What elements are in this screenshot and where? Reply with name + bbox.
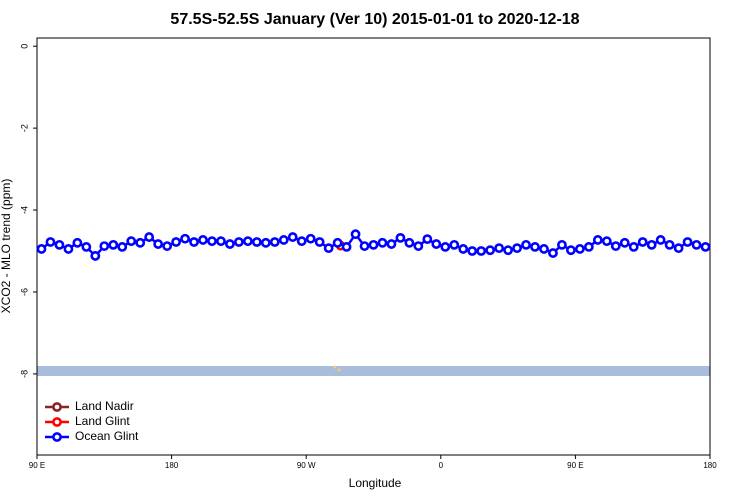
- data-point: [413, 241, 424, 251]
- data-point: [180, 233, 190, 244]
- y-tick-label: 0: [19, 44, 29, 49]
- data-point: [574, 244, 585, 254]
- legend-swatch-point: [52, 432, 62, 442]
- data-point: [583, 242, 594, 252]
- y-axis-title: XCO2 - MLO trend (ppm): [0, 179, 13, 314]
- data-point: [126, 236, 137, 247]
- data-point: [637, 237, 648, 247]
- data-point: [216, 236, 226, 247]
- data-point: [225, 239, 235, 249]
- data-point: [655, 235, 666, 245]
- x-tick-label: 90 W: [297, 461, 316, 470]
- data-point: [503, 245, 513, 256]
- y-tick-label: -6: [19, 288, 29, 296]
- data-point: [548, 248, 558, 258]
- data-point: [54, 239, 65, 250]
- data-point: [45, 237, 56, 247]
- data-point: [341, 242, 352, 252]
- data-point: [521, 239, 531, 250]
- data-point: [72, 237, 83, 248]
- data-point: [673, 243, 684, 254]
- data-point: [260, 237, 271, 248]
- data-point: [332, 237, 343, 248]
- data-point: [431, 239, 442, 249]
- data-point: [566, 245, 576, 256]
- data-point: [153, 239, 164, 249]
- data-point: [207, 236, 217, 247]
- data-point: [323, 243, 334, 254]
- data-point: [440, 242, 451, 252]
- data-point: [296, 236, 307, 247]
- land-speck: [337, 368, 341, 372]
- x-axis-title: Longitude: [349, 476, 402, 490]
- data-point: [467, 246, 478, 256]
- legend-swatch-point: [52, 417, 62, 427]
- data-point: [557, 239, 567, 250]
- data-point: [108, 239, 119, 250]
- data-point: [386, 239, 397, 249]
- data-point: [682, 237, 693, 247]
- x-tick-label: 180: [703, 461, 717, 470]
- data-point: [628, 242, 639, 252]
- data-point: [530, 242, 540, 252]
- data-point: [162, 241, 173, 251]
- data-point: [90, 251, 101, 261]
- data-point: [691, 239, 702, 250]
- data-point: [422, 234, 433, 245]
- data-point: [189, 237, 199, 247]
- data-point: [601, 236, 612, 247]
- data-point: [395, 232, 406, 243]
- data-point: [359, 241, 370, 251]
- data-point: [287, 232, 298, 242]
- data-point: [117, 242, 128, 252]
- data-point: [485, 245, 496, 256]
- data-point: [251, 237, 262, 247]
- land-mask-strip: [37, 366, 710, 376]
- data-point: [476, 246, 487, 256]
- legend-label: Ocean Glint: [75, 429, 139, 443]
- data-point: [350, 229, 361, 240]
- chart-title: 57.5S-52.5S January (Ver 10) 2015-01-01 …: [170, 11, 579, 28]
- data-point: [305, 233, 316, 244]
- data-point: [81, 242, 92, 252]
- data-point: [449, 239, 460, 250]
- data-point: [664, 239, 675, 250]
- data-point: [63, 244, 74, 254]
- data-point: [242, 236, 253, 247]
- data-point: [278, 235, 289, 245]
- y-tick-label: -4: [19, 206, 29, 214]
- data-point: [610, 241, 621, 251]
- data-point: [539, 244, 549, 254]
- data-point: [233, 237, 244, 247]
- y-tick-label: -8: [19, 370, 29, 378]
- data-point: [377, 237, 388, 248]
- data-point: [458, 244, 469, 254]
- data-point: [592, 235, 603, 245]
- x-tick-label: 90 E: [29, 461, 45, 470]
- legend-label: Land Glint: [75, 414, 130, 428]
- data-point: [36, 244, 47, 254]
- data-point: [135, 237, 146, 248]
- data-point: [99, 241, 110, 251]
- data-point: [198, 235, 208, 245]
- data-point: [404, 237, 415, 248]
- data-point: [314, 237, 325, 247]
- x-tick-label: 0: [439, 461, 444, 470]
- legend-swatch-point: [52, 402, 62, 412]
- data-point: [269, 237, 280, 247]
- data-point: [171, 237, 181, 247]
- data-point: [646, 239, 657, 250]
- data-point: [512, 243, 522, 254]
- data-point: [700, 242, 711, 252]
- x-tick-label: 90 E: [567, 461, 583, 470]
- legend-label: Land Nadir: [75, 399, 134, 413]
- data-point: [619, 237, 630, 248]
- data-point: [144, 232, 155, 242]
- data-point: [368, 239, 379, 250]
- y-tick-label: -2: [19, 124, 29, 132]
- data-point: [494, 243, 505, 254]
- x-tick-label: 180: [165, 461, 179, 470]
- land-speck: [333, 365, 337, 369]
